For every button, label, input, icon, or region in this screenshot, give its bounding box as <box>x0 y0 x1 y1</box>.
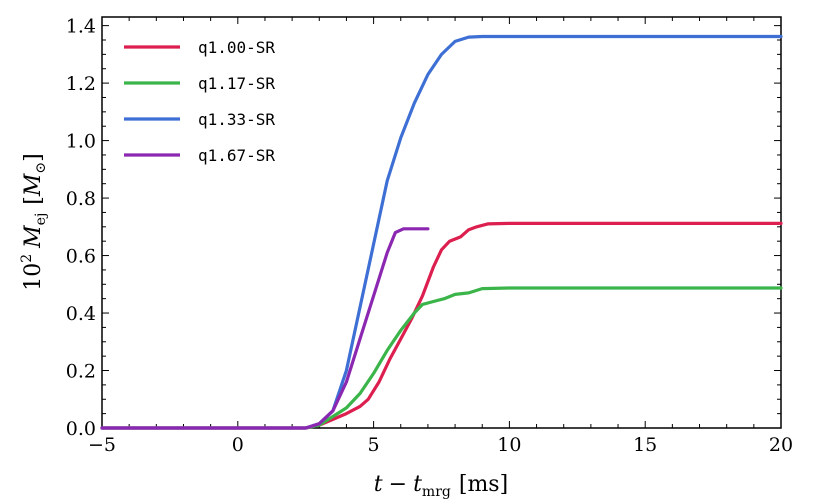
y-tick-label: 1.2 <box>66 73 96 95</box>
series-line-q1.17-SR <box>100 286 783 430</box>
x-tick-label: 15 <box>633 434 657 456</box>
legend-label-q1.00-SR: q1.00-SR <box>198 38 275 57</box>
series-line-q1.67-SR <box>100 227 430 430</box>
series-group <box>100 34 783 430</box>
x-tick-label: −5 <box>88 434 116 456</box>
y-axis-label: 102Mej[M⊙] <box>19 153 49 291</box>
y-tick-label: 0.8 <box>66 188 96 210</box>
y-tick-label: 1.0 <box>66 131 96 153</box>
legend-label-q1.67-SR: q1.67-SR <box>198 146 275 165</box>
y-tick-label: 0.4 <box>66 303 96 325</box>
series-line-q1.33-SR <box>100 34 783 430</box>
legend-label-q1.17-SR: q1.17-SR <box>198 74 275 93</box>
ticks: −5 0 5 10 15 20 0.0 0.2 0.4 0.6 0.8 1.0 1.2 1.4 <box>66 16 793 456</box>
series-line-q1.00-SR <box>100 221 783 430</box>
x-axis-label: t − tmrg [ms] <box>374 472 508 500</box>
x-tick-label: 20 <box>769 434 793 456</box>
legend-label-q1.33-SR: q1.33-SR <box>198 110 275 129</box>
x-tick-label: 10 <box>497 434 521 456</box>
y-tick-label: 0.6 <box>66 246 96 268</box>
x-tick-label: 5 <box>368 434 380 456</box>
legend: q1.00-SR q1.17-SR q1.33-SR q1.67-SR <box>124 38 275 165</box>
x-tick-label: 0 <box>232 434 244 456</box>
y-tick-label: 1.4 <box>66 16 96 38</box>
y-tick-label: 0.2 <box>66 361 96 383</box>
y-tick-label: 0.0 <box>66 418 96 440</box>
